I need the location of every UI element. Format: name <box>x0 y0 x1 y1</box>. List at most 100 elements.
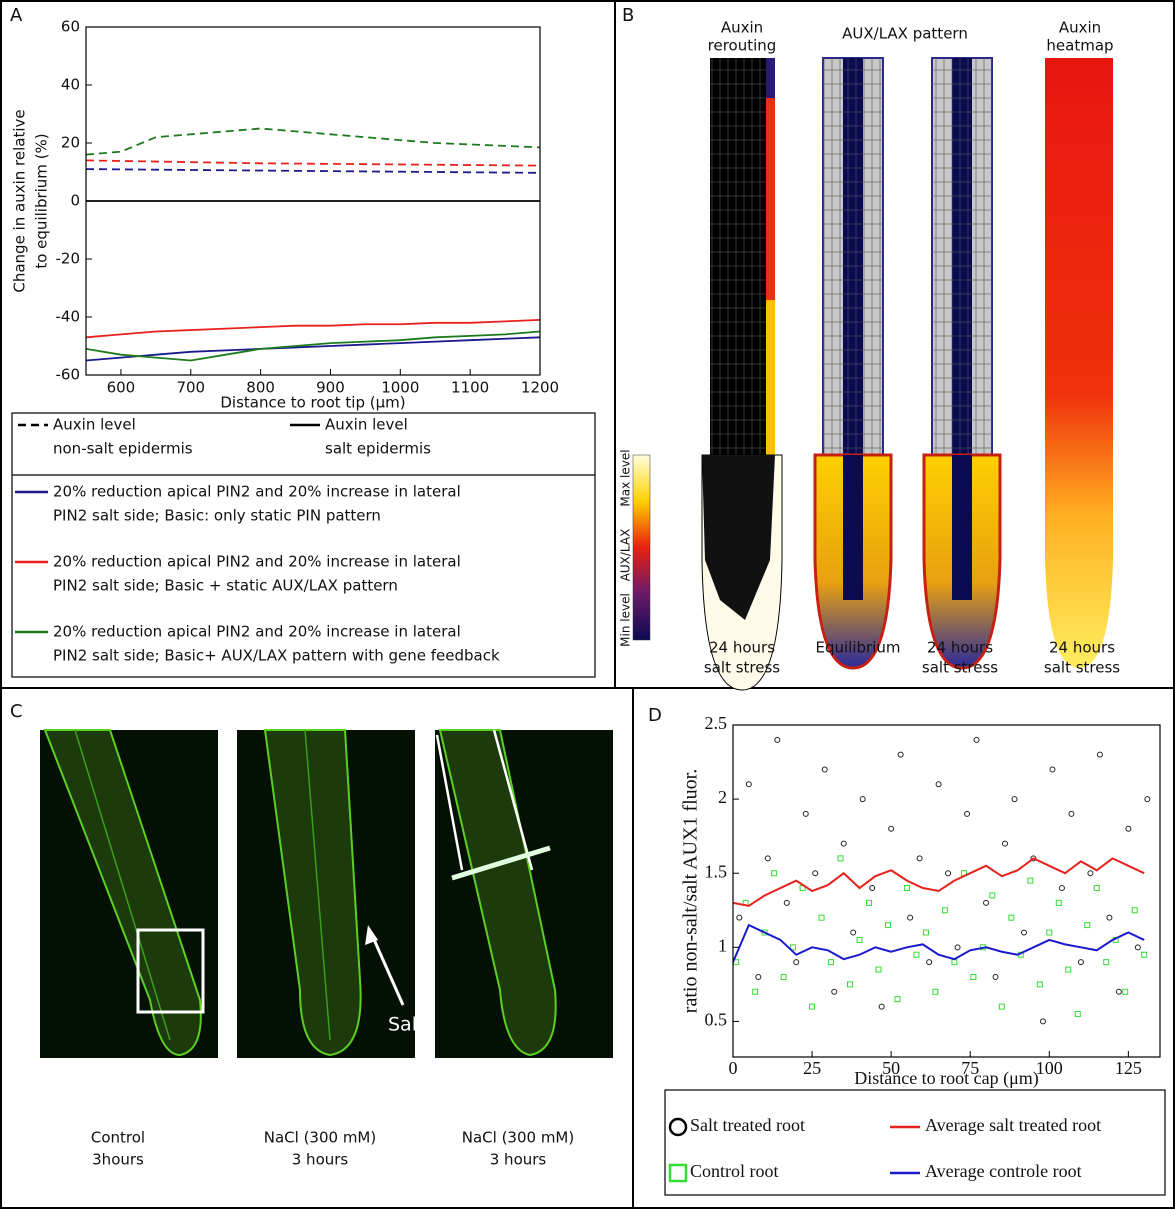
y-tick-label: 2 <box>718 787 727 807</box>
x-tick-label: 50 <box>882 1058 900 1078</box>
x-tick-label: 1000 <box>381 379 419 397</box>
series-line <box>733 923 1145 963</box>
scatter-point <box>869 885 876 892</box>
scatter-point <box>802 810 809 817</box>
chart: 0 25 50 75 100 125 0.5 1 1.5 2 2.5 Distance to root… <box>664 713 1166 1196</box>
legend-label: 20% reduction apical PIN2 and 20% increa… <box>53 623 461 641</box>
panel-b: Auxin rerouting AUX/LAX pattern Auxin he… <box>619 19 1120 691</box>
scatter-point <box>878 1003 885 1010</box>
scatter-point <box>745 781 752 788</box>
legend-label: Control root <box>690 1161 779 1181</box>
y-tick-label: 0 <box>70 192 80 210</box>
y-tick-label: 0.5 <box>705 1010 728 1030</box>
scatter-point <box>1144 796 1151 803</box>
scatter-point <box>780 973 787 980</box>
scatter-point <box>1093 885 1100 892</box>
x-tick-label: 900 <box>316 379 345 397</box>
x-tick-label: 0 <box>729 1058 738 1078</box>
colorbar-label: Max level <box>619 449 633 506</box>
scatter-point <box>1020 929 1027 936</box>
series-line <box>86 127 540 156</box>
image-caption: 3 hours <box>292 1151 349 1169</box>
plot-frame <box>85 26 541 376</box>
series-line <box>86 330 540 362</box>
scatter-point <box>894 996 901 1003</box>
column-title: Auxin <box>721 19 763 37</box>
scatter-point <box>764 855 771 862</box>
scatter-point <box>809 1003 816 1010</box>
legend-label: PIN2 salt side; Basic: only static PIN p… <box>53 507 381 525</box>
scatter-point <box>1134 944 1141 951</box>
scatter-point <box>771 870 778 877</box>
column-title: Auxin <box>1059 19 1101 37</box>
scatter-point <box>926 959 933 966</box>
scatter-point <box>998 1003 1005 1010</box>
scatter-point <box>837 855 844 862</box>
series-line <box>86 168 540 174</box>
legend-label: PIN2 salt side; Basic+ AUX/LAX pattern w… <box>53 647 500 665</box>
y-tick-label: 40 <box>61 76 80 94</box>
scatter-point <box>875 966 882 973</box>
scatter-point <box>1055 899 1062 906</box>
x-axis-label: Distance to root tip (μm) <box>220 394 405 412</box>
scatter-point <box>1077 959 1084 966</box>
x-tick-label: 100 <box>1036 1058 1063 1078</box>
scatter-point <box>1008 914 1015 921</box>
root-model <box>922 57 1002 670</box>
scatter-point <box>922 929 929 936</box>
y-tick-label: 1.5 <box>705 861 728 881</box>
plot-area <box>86 127 540 362</box>
scatter-point <box>752 988 759 995</box>
column-caption: salt stress <box>704 659 780 677</box>
root-heatmap <box>1045 58 1113 668</box>
legend-label: PIN2 salt side; Basic + static AUX/LAX p… <box>53 577 398 595</box>
scatter-point <box>859 796 866 803</box>
scatter-point <box>847 981 854 988</box>
scatter-point <box>1141 951 1148 958</box>
scatter-point <box>1068 810 1075 817</box>
scatter-point <box>828 959 835 966</box>
scatter-point <box>989 892 996 899</box>
column-caption: 24 hours <box>1049 639 1115 657</box>
column-caption: 24 hours <box>709 639 775 657</box>
panel-c: Salt Control 3hours NaCl (300 mM) 3 hour… <box>40 729 613 1169</box>
legend-swatch <box>668 1163 688 1183</box>
y-tick-label: 60 <box>61 18 80 36</box>
legend-label: non-salt epidermis <box>53 440 193 458</box>
x-axis-label: Distance to root cap (μm) <box>854 1068 1039 1089</box>
scatter-point <box>992 973 999 980</box>
annotation: Salt <box>388 1014 424 1036</box>
panel-label: A <box>10 5 23 26</box>
panel-label: D <box>648 705 662 726</box>
scatter-point <box>840 840 847 847</box>
image-caption: 3hours <box>92 1151 144 1169</box>
group-title: AUX/LAX pattern <box>842 25 968 43</box>
y-tick-label: 1 <box>718 935 727 955</box>
scatter-point <box>888 825 895 832</box>
column-caption: Equilibrium <box>816 639 901 657</box>
scatter-point <box>1106 914 1113 921</box>
root-edge <box>766 300 775 455</box>
image-caption: NaCl (300 mM) <box>264 1129 376 1147</box>
y-axis-label: Change in auxin relative <box>11 109 29 292</box>
root-edge <box>766 58 775 455</box>
x-tick-label: 1100 <box>451 379 489 397</box>
plot-area <box>733 736 1151 1025</box>
y-axis-label: to equilibrium (%) <box>33 133 51 268</box>
column-title: heatmap <box>1046 37 1113 55</box>
scatter-point <box>831 988 838 995</box>
scatter-point <box>1122 988 1129 995</box>
legend-label: Salt treated root <box>690 1115 805 1135</box>
scatter-point <box>954 944 961 951</box>
scatter-point <box>941 907 948 914</box>
legend-box <box>11 412 596 678</box>
scatter-point <box>1103 959 1110 966</box>
micrograph <box>435 729 613 1058</box>
y-tick-label: -60 <box>56 366 81 384</box>
column-caption: 24 hours <box>927 639 993 657</box>
scatter-point <box>1074 1011 1081 1018</box>
column-caption: salt stress <box>922 659 998 677</box>
panel-label: C <box>10 701 23 722</box>
scatter-point <box>951 959 958 966</box>
scatter-point <box>897 751 904 758</box>
